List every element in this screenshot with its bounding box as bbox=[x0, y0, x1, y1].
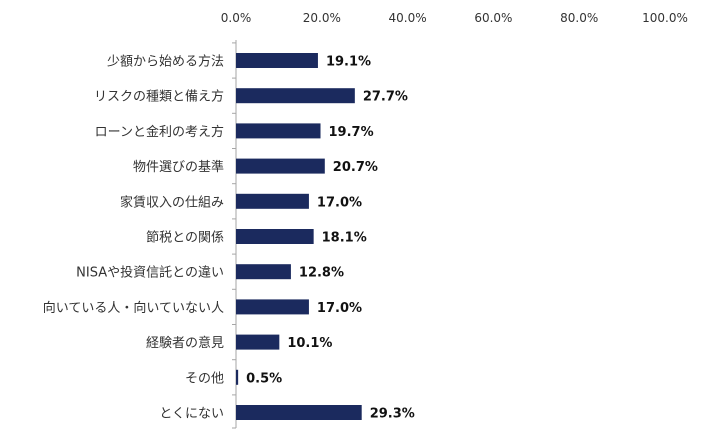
bar bbox=[236, 88, 355, 104]
x-axis-ticks: 0.0% 20.0% 40.0% 60.0% 80.0% 100.0% bbox=[221, 11, 688, 25]
data-label: 12.8% bbox=[299, 266, 344, 281]
category-label: ローンと金利の考え方 bbox=[95, 124, 224, 140]
data-label: 29.3% bbox=[370, 407, 415, 422]
category-label: 経験者の意見 bbox=[146, 335, 224, 351]
x-tick-label: 80.0% bbox=[560, 11, 598, 25]
bars bbox=[236, 53, 362, 420]
category-label: 節税との関係 bbox=[146, 231, 224, 246]
data-label: 17.0% bbox=[317, 301, 362, 316]
bar bbox=[236, 264, 291, 280]
category-label: とくにない bbox=[159, 407, 224, 422]
bar bbox=[236, 158, 325, 174]
bar bbox=[236, 229, 314, 244]
bar bbox=[236, 405, 362, 420]
data-label: 27.7% bbox=[363, 90, 408, 105]
category-label: 家賃収入の仕組み bbox=[120, 194, 224, 210]
value-labels: 19.1% 27.7% 19.7% 20.7% 17.0% 18.1% 12.8% 17.0%… bbox=[246, 55, 415, 422]
category-label: NISAや投資信託との違い bbox=[76, 265, 224, 281]
category-label: リスクの種類と備え方 bbox=[94, 89, 224, 105]
data-label: 18.1% bbox=[322, 231, 367, 246]
x-tick-label: 20.0% bbox=[303, 11, 341, 25]
x-tick-label: 60.0% bbox=[474, 11, 512, 25]
bar bbox=[236, 299, 309, 315]
data-label: 0.5% bbox=[246, 371, 282, 386]
category-labels: 少額から始める方法リスクの種類と備え方ローンと金利の考え方物件選びの基準家賃収入… bbox=[43, 42, 236, 429]
x-tick-label: 100.0% bbox=[642, 11, 688, 25]
category-label: その他 bbox=[185, 371, 224, 386]
data-label: 20.7% bbox=[333, 160, 378, 175]
data-label: 17.0% bbox=[317, 195, 362, 210]
bar bbox=[236, 53, 318, 68]
data-label: 10.1% bbox=[287, 336, 332, 351]
category-label: 少額から始める方法 bbox=[107, 54, 224, 70]
data-label: 19.1% bbox=[326, 55, 371, 70]
bar bbox=[236, 334, 280, 350]
bar bbox=[236, 123, 321, 139]
data-label: 19.7% bbox=[329, 125, 374, 140]
bar bbox=[236, 193, 309, 209]
bar bbox=[236, 369, 239, 385]
category-label: 物件選びの基準 bbox=[133, 159, 224, 175]
category-label: 向いている人・向いていない人 bbox=[43, 300, 224, 316]
x-tick-label: 40.0% bbox=[389, 11, 427, 25]
x-tick-label: 0.0% bbox=[221, 11, 252, 25]
